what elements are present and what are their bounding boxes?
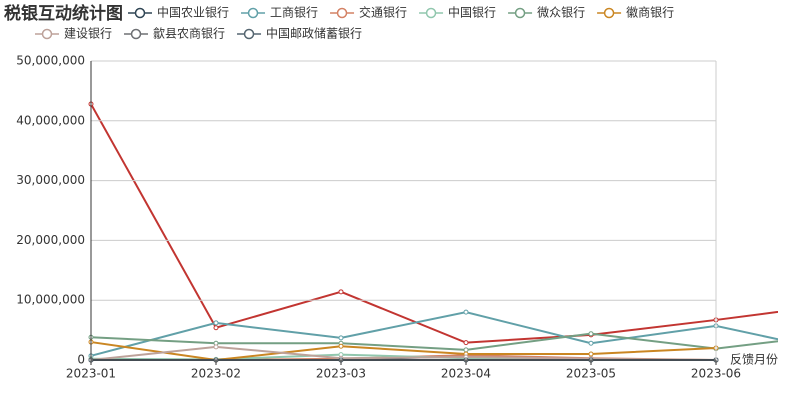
legend-swatch-dot <box>243 28 255 40</box>
x-tick-label: 2023-01 <box>66 367 116 381</box>
data-point <box>463 340 469 346</box>
data-point <box>588 331 594 337</box>
legend-swatch-dot <box>41 28 53 40</box>
legend-item: 中国银行 <box>419 5 496 20</box>
series-line <box>90 103 778 344</box>
legend-item: 工商银行 <box>241 5 318 20</box>
series-line <box>90 341 717 362</box>
legend-swatch-dot <box>603 7 615 19</box>
data-point <box>338 335 344 341</box>
legend-item: 中国邮政储蓄银行 <box>237 26 362 41</box>
plot-area <box>88 101 778 363</box>
legend-item: 中国农业银行 <box>128 5 229 20</box>
legend-swatch-dot <box>130 28 142 40</box>
x-tick-label: 2023-05 <box>566 367 616 381</box>
y-tick-label: 40,000,000 <box>16 113 85 127</box>
legend-label: 交通银行 <box>359 5 407 20</box>
data-point <box>213 320 219 326</box>
data-point <box>338 289 344 295</box>
y-tick-label: 10,000,000 <box>16 293 85 307</box>
data-point <box>588 351 594 357</box>
legend-swatch-dot <box>134 7 146 19</box>
x-tick-label: 2023-06 <box>691 367 741 381</box>
legend-label: 中国农业银行 <box>157 5 229 20</box>
legend-label: 徽商银行 <box>626 5 674 20</box>
chart-title: 税银互动统计图 <box>4 3 123 24</box>
y-tick-label: 20,000,000 <box>16 233 85 247</box>
legend-swatch-dot <box>514 7 526 19</box>
legend-label: 微众银行 <box>537 6 585 20</box>
x-axis-label: 反馈月份 <box>730 353 778 367</box>
legend-item: 徽商银行 <box>597 5 674 20</box>
y-tick-label: 30,000,000 <box>16 173 85 187</box>
data-point <box>463 347 469 353</box>
data-point <box>588 340 594 346</box>
data-point <box>213 325 219 331</box>
legend-label: 工商银行 <box>270 5 318 20</box>
legend-label: 中国银行 <box>448 5 496 20</box>
data-point <box>338 343 344 349</box>
legend-label: 中国邮政储蓄银行 <box>266 26 362 41</box>
legend-label: 歙县农商银行 <box>153 26 225 41</box>
data-point <box>463 309 469 315</box>
x-tick-label: 2023-04 <box>441 367 491 381</box>
x-tick-label: 2023-02 <box>191 367 241 381</box>
legend-label: 建设银行 <box>64 27 112 41</box>
series-line <box>90 332 778 351</box>
legend-swatch-dot <box>425 7 437 19</box>
legend-swatch-dot <box>336 7 348 19</box>
y-tick-label: 50,000,000 <box>16 54 85 68</box>
legend-item: 交通银行 <box>330 5 407 20</box>
x-tick-label: 2023-03 <box>316 367 366 381</box>
data-point <box>213 344 219 350</box>
legend-swatch-dot <box>247 7 259 19</box>
legend-item: 歙县农商银行 <box>124 26 225 41</box>
y-tick-label: 0 <box>77 353 85 367</box>
legend-item: 微众银行 <box>508 6 585 20</box>
legend-item: 建设银行 <box>35 27 112 41</box>
